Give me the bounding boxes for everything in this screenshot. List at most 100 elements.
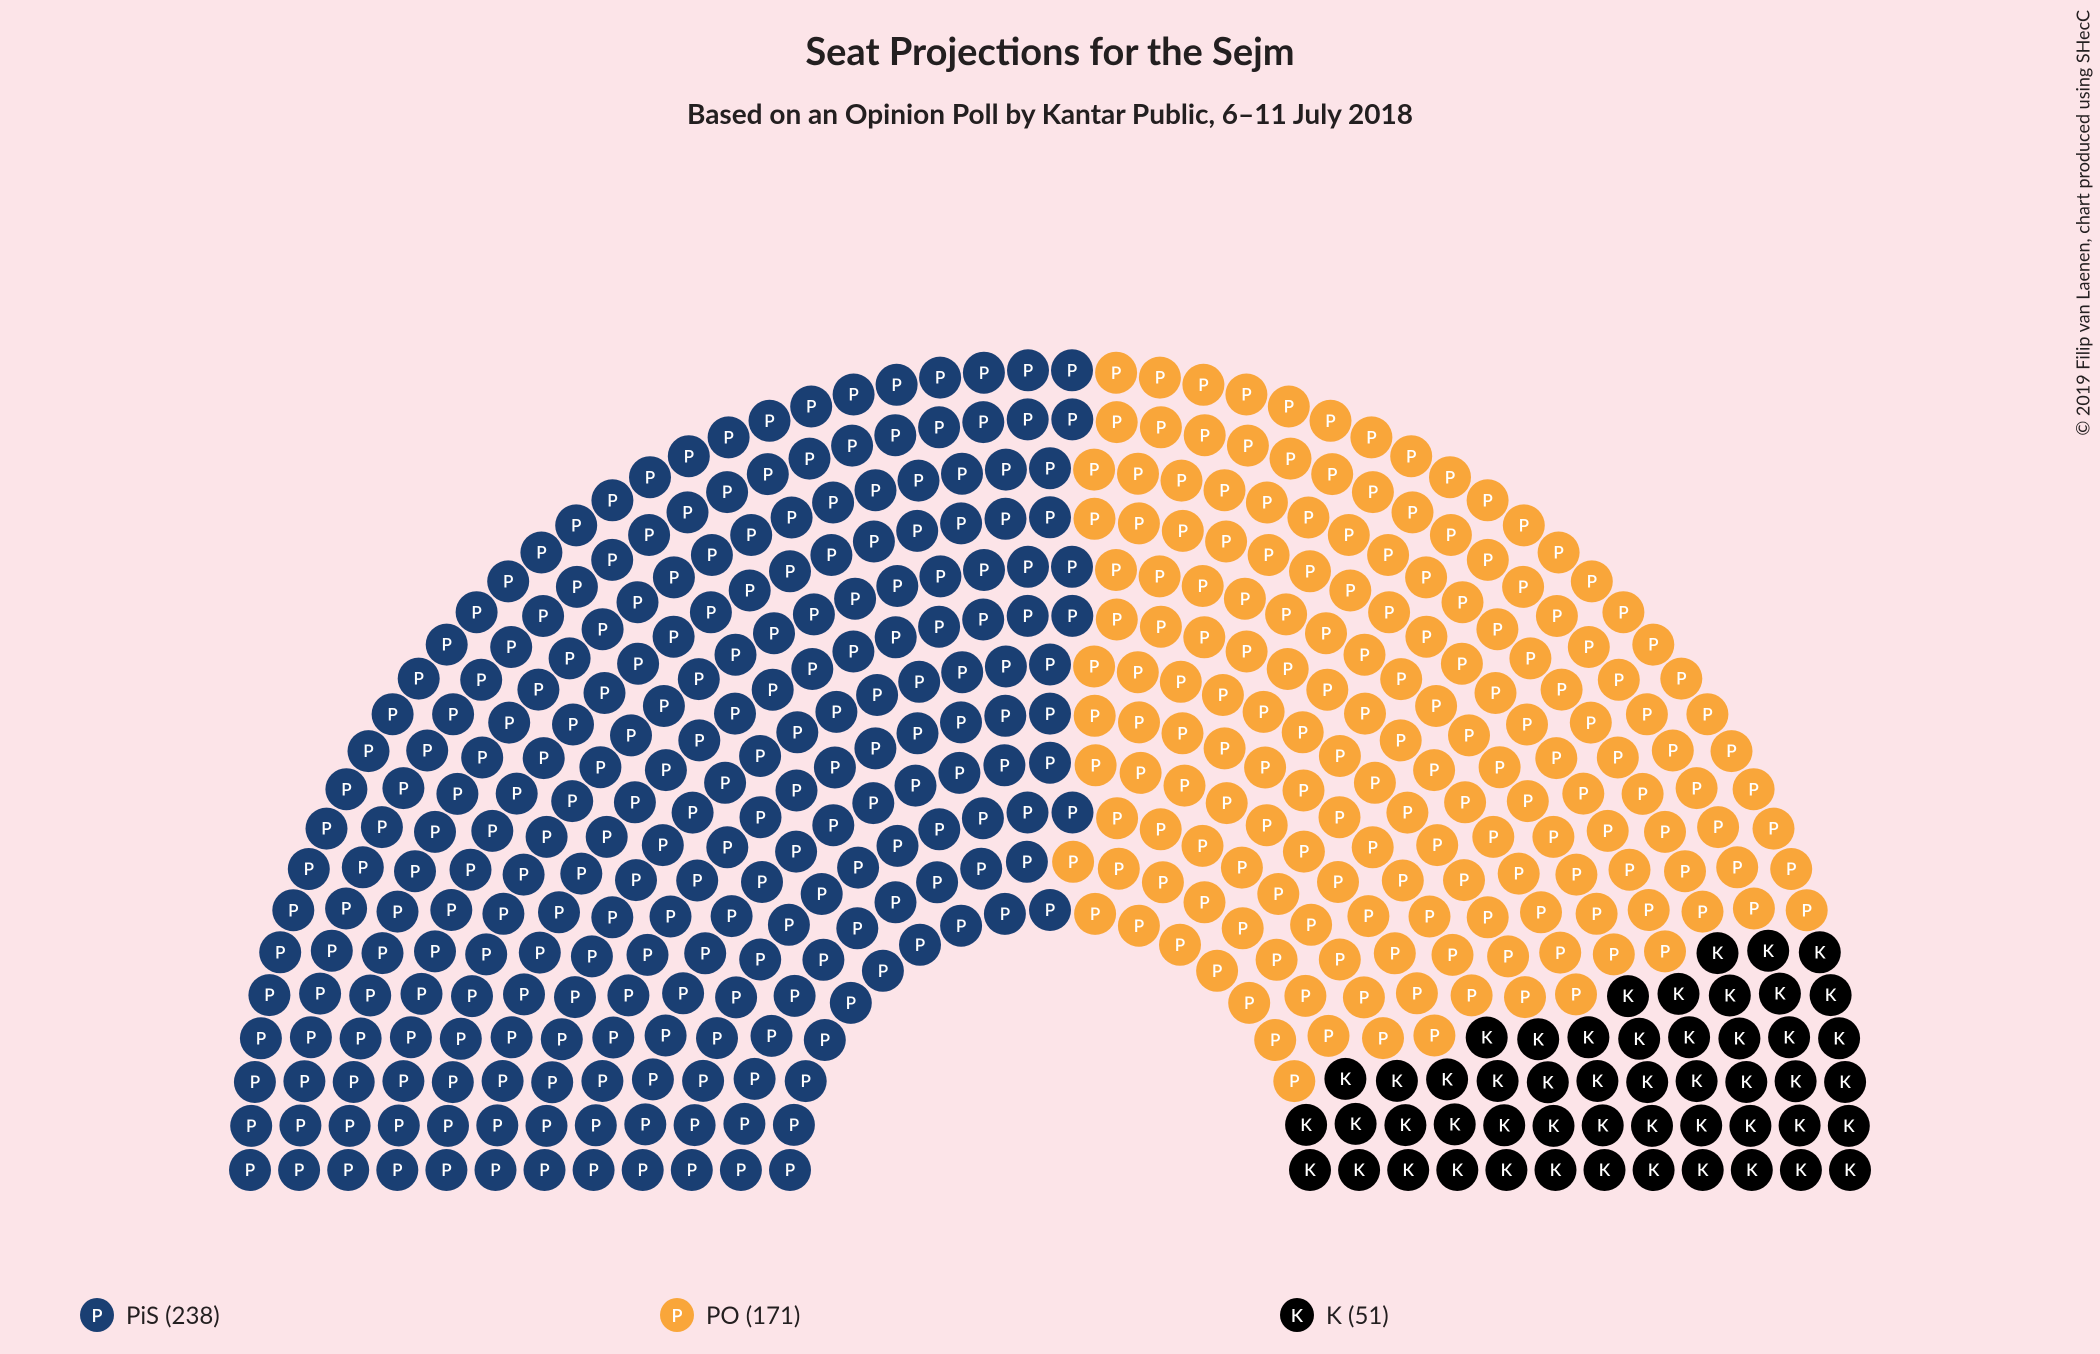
seat-pis: P [607,974,649,1016]
svg-text:P: P [1133,463,1143,484]
seat-pis: P [793,593,835,635]
seat-k: K [1533,1105,1575,1147]
seat-pis: P [723,1103,765,1145]
svg-text:P: P [1241,641,1251,662]
svg-text:P: P [1396,668,1406,689]
svg-text:P: P [957,661,967,682]
legend-swatch-k: K [1280,1298,1314,1332]
svg-text:P: P [1218,684,1228,705]
svg-text:P: P [295,1115,305,1136]
seat-po: P [1098,848,1140,890]
seat-k: K [1434,1103,1476,1145]
seat-pis: P [615,859,657,901]
svg-text:P: P [853,857,863,878]
svg-text:P: P [804,448,814,469]
seat-po: P [1073,449,1115,491]
seat-po: P [1118,701,1160,743]
seat-po: P [1268,386,1310,428]
seat-po: P [1265,593,1307,635]
svg-text:P: P [503,571,513,592]
seat-pis: P [591,896,633,938]
svg-text:P: P [736,1159,746,1180]
seat-pis: P [230,1105,272,1147]
svg-text:P: P [327,940,337,961]
svg-text:P: P [786,507,796,528]
svg-text:K: K [1300,1114,1312,1135]
svg-text:K: K [1648,1159,1660,1180]
seat-pis: P [554,976,596,1018]
svg-text:P: P [1483,549,1493,570]
svg-text:K: K [1583,1026,1595,1047]
seat-po: P [1142,861,1184,903]
seat-pis: P [919,555,961,597]
svg-text:P: P [1281,604,1291,625]
svg-text:P: P [536,542,546,563]
seat-pis: P [378,1105,420,1147]
seat-pis: P [290,1016,332,1058]
svg-text:P: P [1464,725,1474,746]
svg-text:P: P [1492,618,1502,639]
seat-po: P [1392,491,1434,533]
svg-text:K: K [1794,1115,1806,1136]
seat-po: P [1329,570,1371,612]
seat-po: P [1308,1015,1350,1057]
svg-text:P: P [1067,605,1077,626]
svg-text:P: P [763,463,773,484]
seat-po: P [1162,712,1204,754]
seat-pis: P [482,1060,524,1102]
seat-pis: P [810,534,852,576]
svg-text:P: P [700,942,710,963]
seat-k: K [1810,974,1852,1016]
svg-text:P: P [365,985,375,1006]
seat-pis: P [671,1149,713,1191]
seat-pis: P [714,693,756,735]
seat-pis: P [706,471,748,513]
seat-po: P [1096,599,1138,641]
svg-text:P: P [644,524,654,545]
svg-text:P: P [850,588,860,609]
svg-text:K: K [1633,1028,1645,1049]
seat-pis: P [342,846,384,888]
svg-text:K: K [1340,1068,1352,1089]
seat-po: P [1506,704,1548,746]
svg-text:K: K [1746,1159,1758,1180]
svg-text:P: P [745,580,755,601]
seat-po: P [1498,853,1540,895]
svg-text:P: P [1520,986,1530,1007]
seat-po: P [1609,849,1651,891]
svg-text:P: P [891,627,901,648]
svg-text:P: P [1244,992,1254,1013]
svg-text:P: P [572,576,582,597]
svg-text:P: P [264,984,274,1005]
svg-text:P: P [1134,513,1144,534]
svg-text:P: P [1300,985,1310,1006]
seat-po: P [1520,891,1562,933]
seat-k: K [1338,1149,1380,1191]
svg-text:P: P [1584,636,1594,657]
legend-item-po: PPO (171) [660,1298,800,1332]
svg-text:P: P [595,756,605,777]
svg-text:P: P [1000,705,1010,726]
seat-pis: P [476,1104,518,1146]
chart-title: Seat Projections for the Sejm [0,28,2100,74]
seat-po: P [1183,616,1225,658]
svg-text:P: P [1494,756,1504,777]
svg-text:P: P [749,1068,759,1089]
svg-text:P: P [642,944,652,965]
seat-pis: P [856,674,898,716]
svg-text:P: P [448,1071,458,1092]
seat-po: P [1074,498,1116,540]
svg-text:P: P [1089,656,1099,677]
seat-po: P [1367,534,1409,576]
svg-text:P: P [1112,807,1122,828]
seat-pis: P [436,773,478,815]
svg-text:K: K [1350,1113,1362,1134]
svg-text:P: P [1398,870,1408,891]
seat-pis: P [963,352,1005,394]
seat-pis: P [706,826,748,868]
seat-po: P [1282,711,1324,753]
svg-text:P: P [912,520,922,541]
seat-po: P [1444,781,1486,823]
svg-text:K: K [1592,1070,1604,1091]
svg-text:P: P [1732,856,1742,877]
